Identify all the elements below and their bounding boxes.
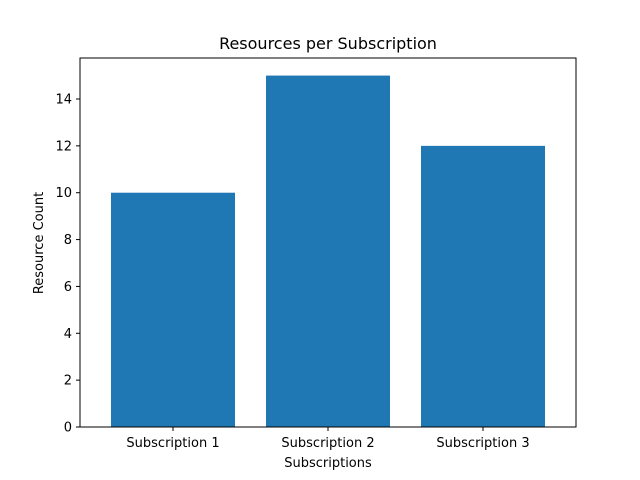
bars-layer [111,75,545,428]
bar-1 [111,192,235,427]
y-tick-label: 14 [55,93,72,108]
x-tick-label: Subscription 3 [436,436,529,451]
bar-3 [421,145,545,427]
y-tick-label: 8 [64,233,72,248]
y-tick-label: 6 [64,280,72,295]
y-tick-label: 10 [55,186,72,201]
y-tick-label: 2 [64,374,72,389]
y-tick-label: 0 [64,421,72,436]
y-ticks: 0 2 4 6 8 10 12 14 [55,93,80,436]
y-axis-label: Resource Count [32,192,47,294]
x-tick-label: Subscription 1 [126,436,219,451]
y-tick-label: 12 [55,139,72,154]
x-ticks: Subscription 1 Subscription 2 Subscription… [126,427,530,451]
chart-title: Resources per Subscription [219,34,437,53]
x-tick-label: Subscription 2 [281,436,374,451]
bar-2 [266,75,390,428]
x-axis-label: Subscriptions [284,456,372,471]
y-tick-label: 4 [64,327,72,342]
